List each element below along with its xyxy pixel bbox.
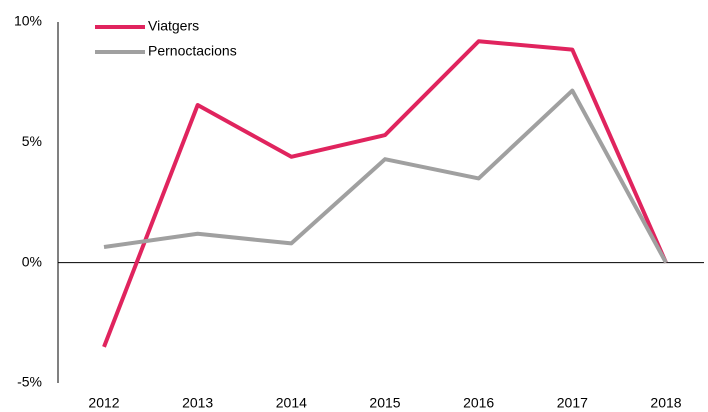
y-tick-label: 0% [22, 253, 42, 269]
series-line [103, 88, 668, 264]
x-tick-label: 2016 [463, 395, 494, 411]
legend-label: Viatgers [148, 18, 199, 34]
y-tick-label: 10% [14, 13, 42, 29]
y-tick-label: 5% [22, 133, 42, 149]
x-tick-label: 2018 [650, 395, 681, 411]
legend-label: Pernoctacions [148, 43, 237, 59]
x-tick-label: 2013 [182, 395, 213, 411]
x-tick-label: 2014 [276, 395, 307, 411]
y-tick-label: -5% [17, 374, 42, 390]
x-tick-label: 2015 [369, 395, 400, 411]
series-line [102, 39, 668, 348]
x-tick-label: 2012 [88, 395, 119, 411]
x-tick-label: 2017 [557, 395, 588, 411]
